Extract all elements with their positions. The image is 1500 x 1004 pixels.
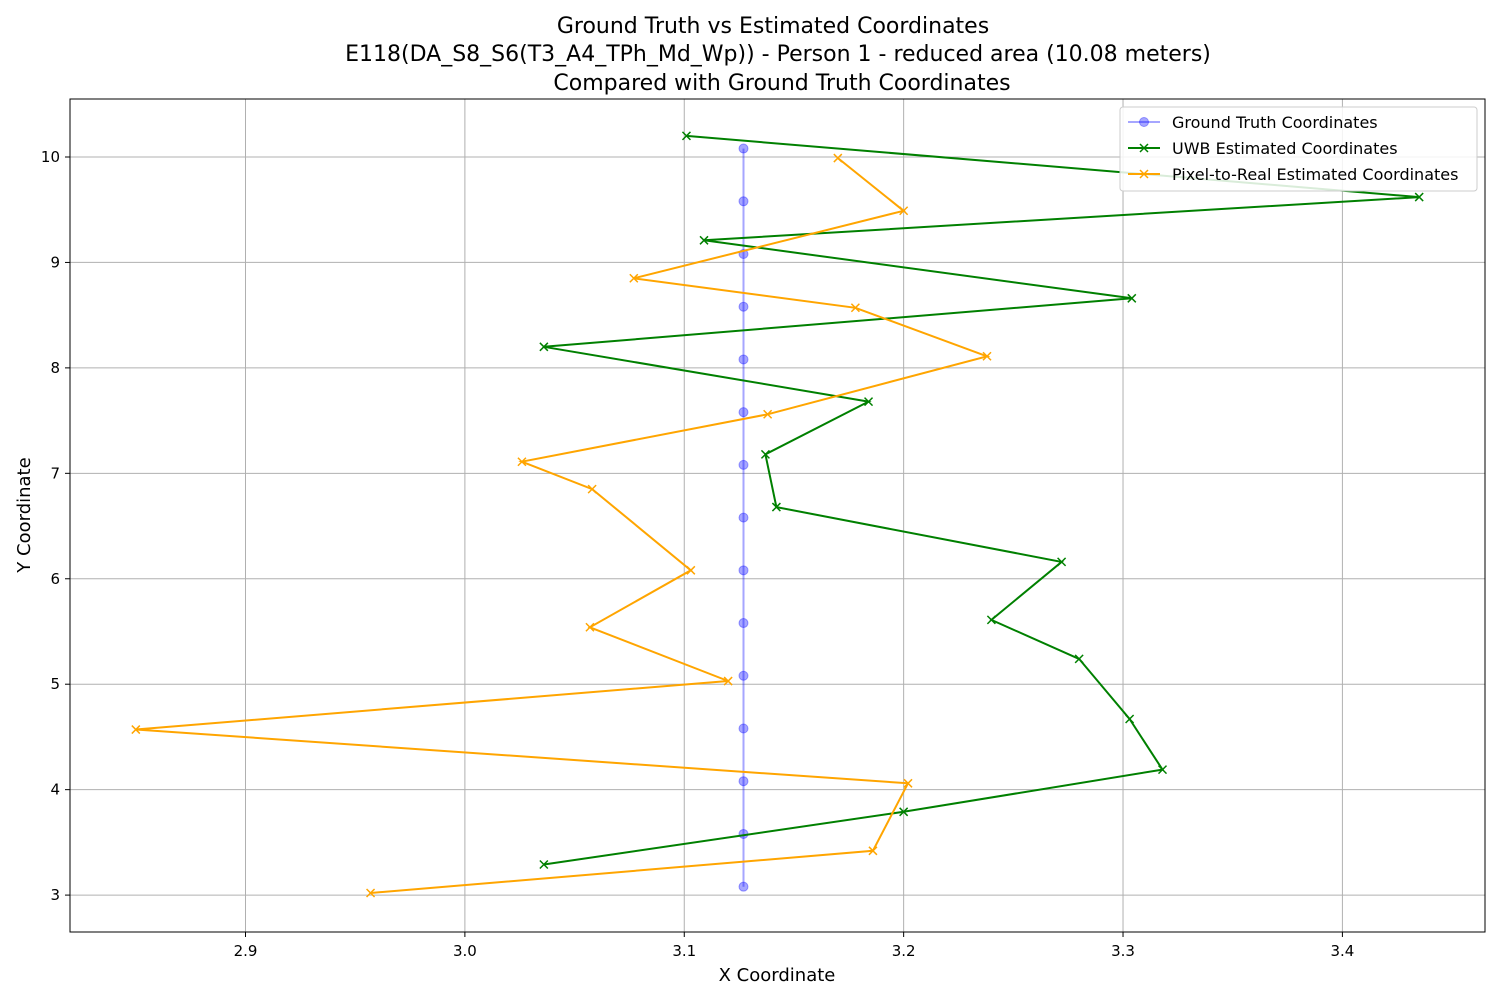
series-2-point bbox=[1125, 714, 1135, 724]
series-2-line bbox=[543, 134, 1420, 866]
series-3-point bbox=[585, 622, 595, 632]
y-tick-label: 10 bbox=[41, 148, 60, 166]
series-3-line bbox=[135, 157, 991, 894]
series-2-point bbox=[1057, 557, 1067, 567]
series-3-point bbox=[868, 846, 878, 856]
series-1-point bbox=[738, 776, 749, 787]
x-tick-label: 3.1 bbox=[672, 942, 696, 960]
legend-label: Pixel-to-Real Estimated Coordinates bbox=[1172, 165, 1458, 184]
title-line-2: E118(DA_S8_S6(T3_A4_TPh_Md_Wp)) - Person… bbox=[345, 42, 1211, 67]
legend-swatch-marker bbox=[1139, 143, 1149, 153]
series-1-point bbox=[738, 618, 749, 629]
series-3-point bbox=[850, 303, 860, 313]
y-tick-label: 5 bbox=[50, 675, 60, 693]
x-tick-label: 2.9 bbox=[234, 942, 258, 960]
series-2-point bbox=[771, 502, 781, 512]
series-1-point bbox=[738, 301, 749, 312]
grid bbox=[70, 99, 1485, 932]
series-1-point bbox=[738, 459, 749, 470]
series-2-point bbox=[539, 859, 549, 870]
series-3 bbox=[131, 153, 992, 898]
series-1 bbox=[738, 143, 749, 892]
y-tick-label: 7 bbox=[50, 464, 60, 482]
series-2-point bbox=[1074, 654, 1084, 664]
series-3-point bbox=[763, 409, 773, 419]
series-2-point bbox=[864, 397, 874, 407]
x-tick-label: 3.4 bbox=[1330, 942, 1354, 960]
y-tick-label: 3 bbox=[50, 886, 60, 904]
series-3-point bbox=[629, 273, 639, 283]
series-2-point bbox=[899, 807, 909, 817]
legend: Ground Truth Coordinates UWB Estimated Co… bbox=[1119, 106, 1478, 192]
series-3-point bbox=[587, 484, 597, 494]
axis-ticks: 2.9 3.0 3.1 3.2 3.3 3.4 3 4 5 6 7 8 9 10 bbox=[41, 148, 1354, 960]
series-3-point bbox=[833, 153, 843, 163]
series-2-point bbox=[699, 235, 709, 245]
series-1-point bbox=[738, 565, 749, 576]
series-2-point bbox=[1157, 765, 1168, 775]
series-3-point bbox=[899, 206, 909, 216]
series-3-point bbox=[131, 725, 141, 735]
series-2-point bbox=[1414, 192, 1424, 202]
y-tick-label: 6 bbox=[50, 570, 60, 588]
series-1-point bbox=[738, 881, 749, 892]
y-tick-label: 8 bbox=[50, 359, 60, 377]
x-tick-label: 3.2 bbox=[892, 942, 916, 960]
series-1-point bbox=[738, 143, 749, 154]
x-tick-label: 3.3 bbox=[1111, 942, 1135, 960]
series-3-point bbox=[903, 778, 913, 788]
y-axis-label: Y Coordinate bbox=[14, 457, 35, 573]
legend-swatch-marker bbox=[1139, 117, 1149, 127]
legend-swatch-marker bbox=[1139, 169, 1149, 179]
series-2-point bbox=[986, 615, 996, 625]
x-axis-label: X Coordinate bbox=[719, 965, 836, 986]
series-1-point bbox=[738, 670, 749, 681]
title-line-3: Compared with Ground Truth Coordinates bbox=[553, 71, 1010, 96]
y-tick-label: 4 bbox=[50, 781, 60, 799]
plot-frame bbox=[69, 98, 1486, 933]
series-3-point bbox=[686, 565, 696, 575]
title-line-1: Ground Truth vs Estimated Coordinates bbox=[557, 14, 989, 39]
legend-box bbox=[1119, 106, 1478, 192]
series-3-point bbox=[982, 351, 992, 361]
series-3-point bbox=[723, 676, 733, 686]
series-3-point bbox=[366, 888, 376, 898]
series-1-point bbox=[738, 723, 749, 734]
plot-series bbox=[131, 131, 1424, 898]
series-2-point bbox=[681, 131, 691, 141]
series-1-point bbox=[738, 407, 749, 418]
series-1-point bbox=[738, 354, 749, 365]
y-tick-label: 9 bbox=[50, 253, 60, 271]
series-3-point bbox=[517, 457, 527, 467]
legend-label: Ground Truth Coordinates bbox=[1172, 113, 1378, 132]
chart-title: Ground Truth vs Estimated Coordinates E1… bbox=[345, 14, 1211, 96]
series-1-point bbox=[738, 196, 749, 207]
series-2 bbox=[539, 131, 1424, 870]
series-2-point bbox=[539, 342, 549, 352]
legend-label: UWB Estimated Coordinates bbox=[1172, 139, 1398, 158]
x-tick-label: 3.0 bbox=[453, 942, 477, 960]
series-2-point bbox=[1127, 293, 1137, 303]
series-1-point bbox=[738, 512, 749, 523]
series-2-point bbox=[760, 449, 770, 459]
